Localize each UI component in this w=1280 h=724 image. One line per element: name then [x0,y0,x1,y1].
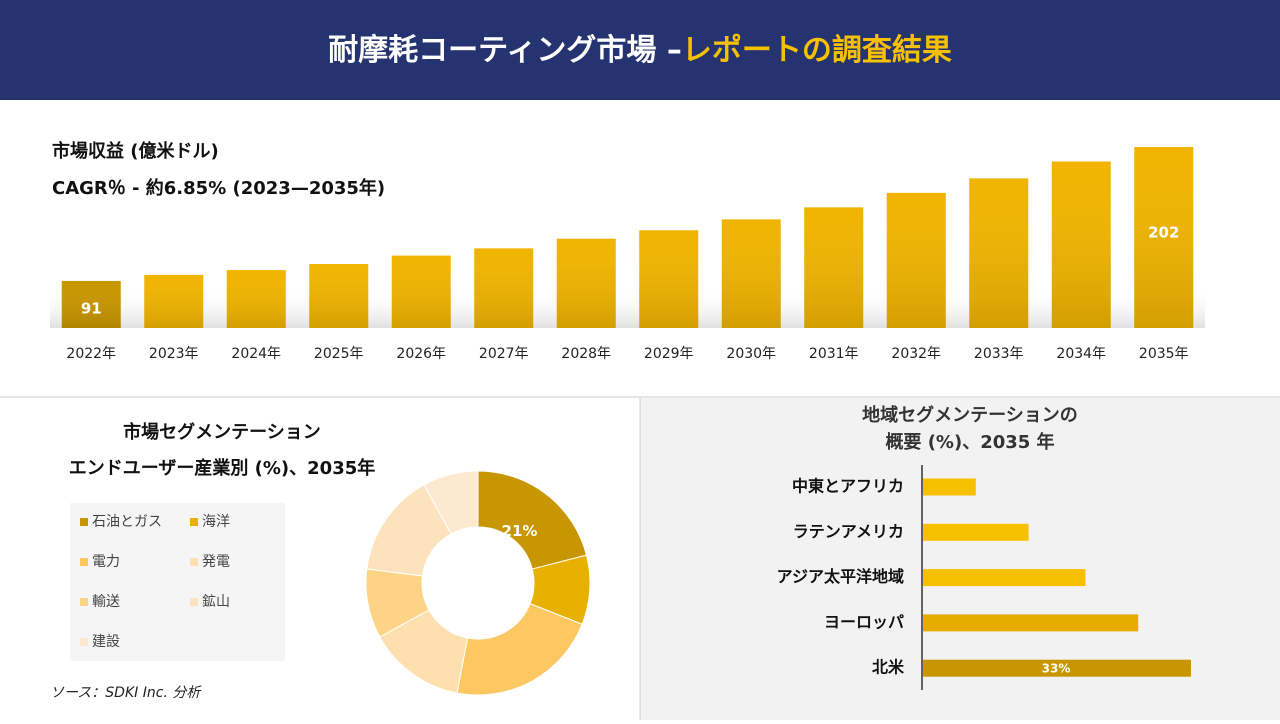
bar [923,569,1086,587]
x-tick-label: 2032年 [891,346,941,362]
value-label: 21% [502,522,538,540]
value-label: 91 [81,300,102,318]
y-tick-label: 中東とアフリカ [792,477,904,496]
legend-swatch [190,558,198,566]
bar-shade [144,274,204,328]
x-tick-label: 2027年 [479,346,529,362]
legend-label: 海洋 [202,514,230,530]
x-tick-label: 2031年 [809,346,859,362]
y-tick-label: 北米 [872,658,905,677]
x-tick-label: 2025年 [314,346,364,362]
bar [923,614,1139,632]
x-tick-label: 2030年 [726,346,776,362]
bar-shade [639,230,699,328]
donut-slice [477,470,588,570]
legend-swatch [80,558,88,566]
legend-swatch [80,598,88,606]
legend-label: 発電 [202,554,230,570]
x-tick-label: 2022年 [66,346,116,362]
y-tick-label: アジア太平洋地域 [777,567,904,586]
donut-slice [423,470,479,535]
floor-shadow [50,288,1205,328]
y-tick-label: ヨーロッパ [824,612,904,631]
title-highlight: レポートの調査結果 [682,33,952,68]
bar-shade [886,192,946,328]
bar-shade [969,178,1029,328]
legend-swatch [190,518,198,526]
bar-shade [309,264,369,328]
header-title: 耐摩耗コーティング市場 –レポートの調査結果 [328,33,952,68]
x-tick-label: 2024年 [231,346,281,362]
x-tick-label: 2026年 [396,346,446,362]
y-tick-label: ラテンアメリカ [793,522,904,541]
x-tick-label: 2035年 [1139,346,1189,362]
chart-subtitle: 概要 (%)、2035 年 [885,431,1054,453]
bar [923,523,1029,541]
legend-swatch [190,598,198,606]
legend-label: 電力 [92,554,120,570]
bar-shade [1051,161,1111,328]
title-main: 耐摩耗コーティング市場 – [328,33,682,68]
legend-label: 鉱山 [202,593,230,610]
bar-shade [474,248,534,328]
bar-shade [556,238,616,328]
bar [923,478,976,496]
bar-shade [1134,147,1194,328]
x-tick-label: 2023年 [149,346,199,362]
legend-label: 建設 [92,634,120,650]
legend-label: 石油とガス [92,514,162,530]
chart-title: 地域セグメンテーションの [862,404,1078,426]
x-tick-label: 2034年 [1056,346,1106,362]
chart-title: 市場収益 (億米ドル) [52,140,219,162]
chart-subtitle: エンドユーザー産業別 (%)、2035年 [69,457,376,479]
legend-label: 輸送 [92,594,120,610]
x-tick-label: 2028年 [561,346,611,362]
value-label: 202 [1148,224,1179,242]
bar-shade [804,207,864,328]
chart-subtitle: CAGR％ - 約6.85% (2023—2035年) [52,177,385,199]
bar-shade [226,270,286,328]
legend-swatch [80,638,88,646]
chart-title: 市場セグメンテーション [123,421,321,443]
x-tick-label: 2033年 [974,346,1024,362]
legend-box [70,503,285,661]
donut-slice [456,602,583,696]
header [0,0,1280,100]
bar [923,659,1191,677]
source: ソース：SDKI Inc. 分析 [50,685,202,701]
bar-shade [61,280,121,328]
bar-shade [721,219,781,328]
value-label: 33% [1042,662,1071,676]
x-tick-label: 2029年 [644,346,694,362]
bar-shade [391,255,451,328]
legend-swatch [80,518,88,526]
